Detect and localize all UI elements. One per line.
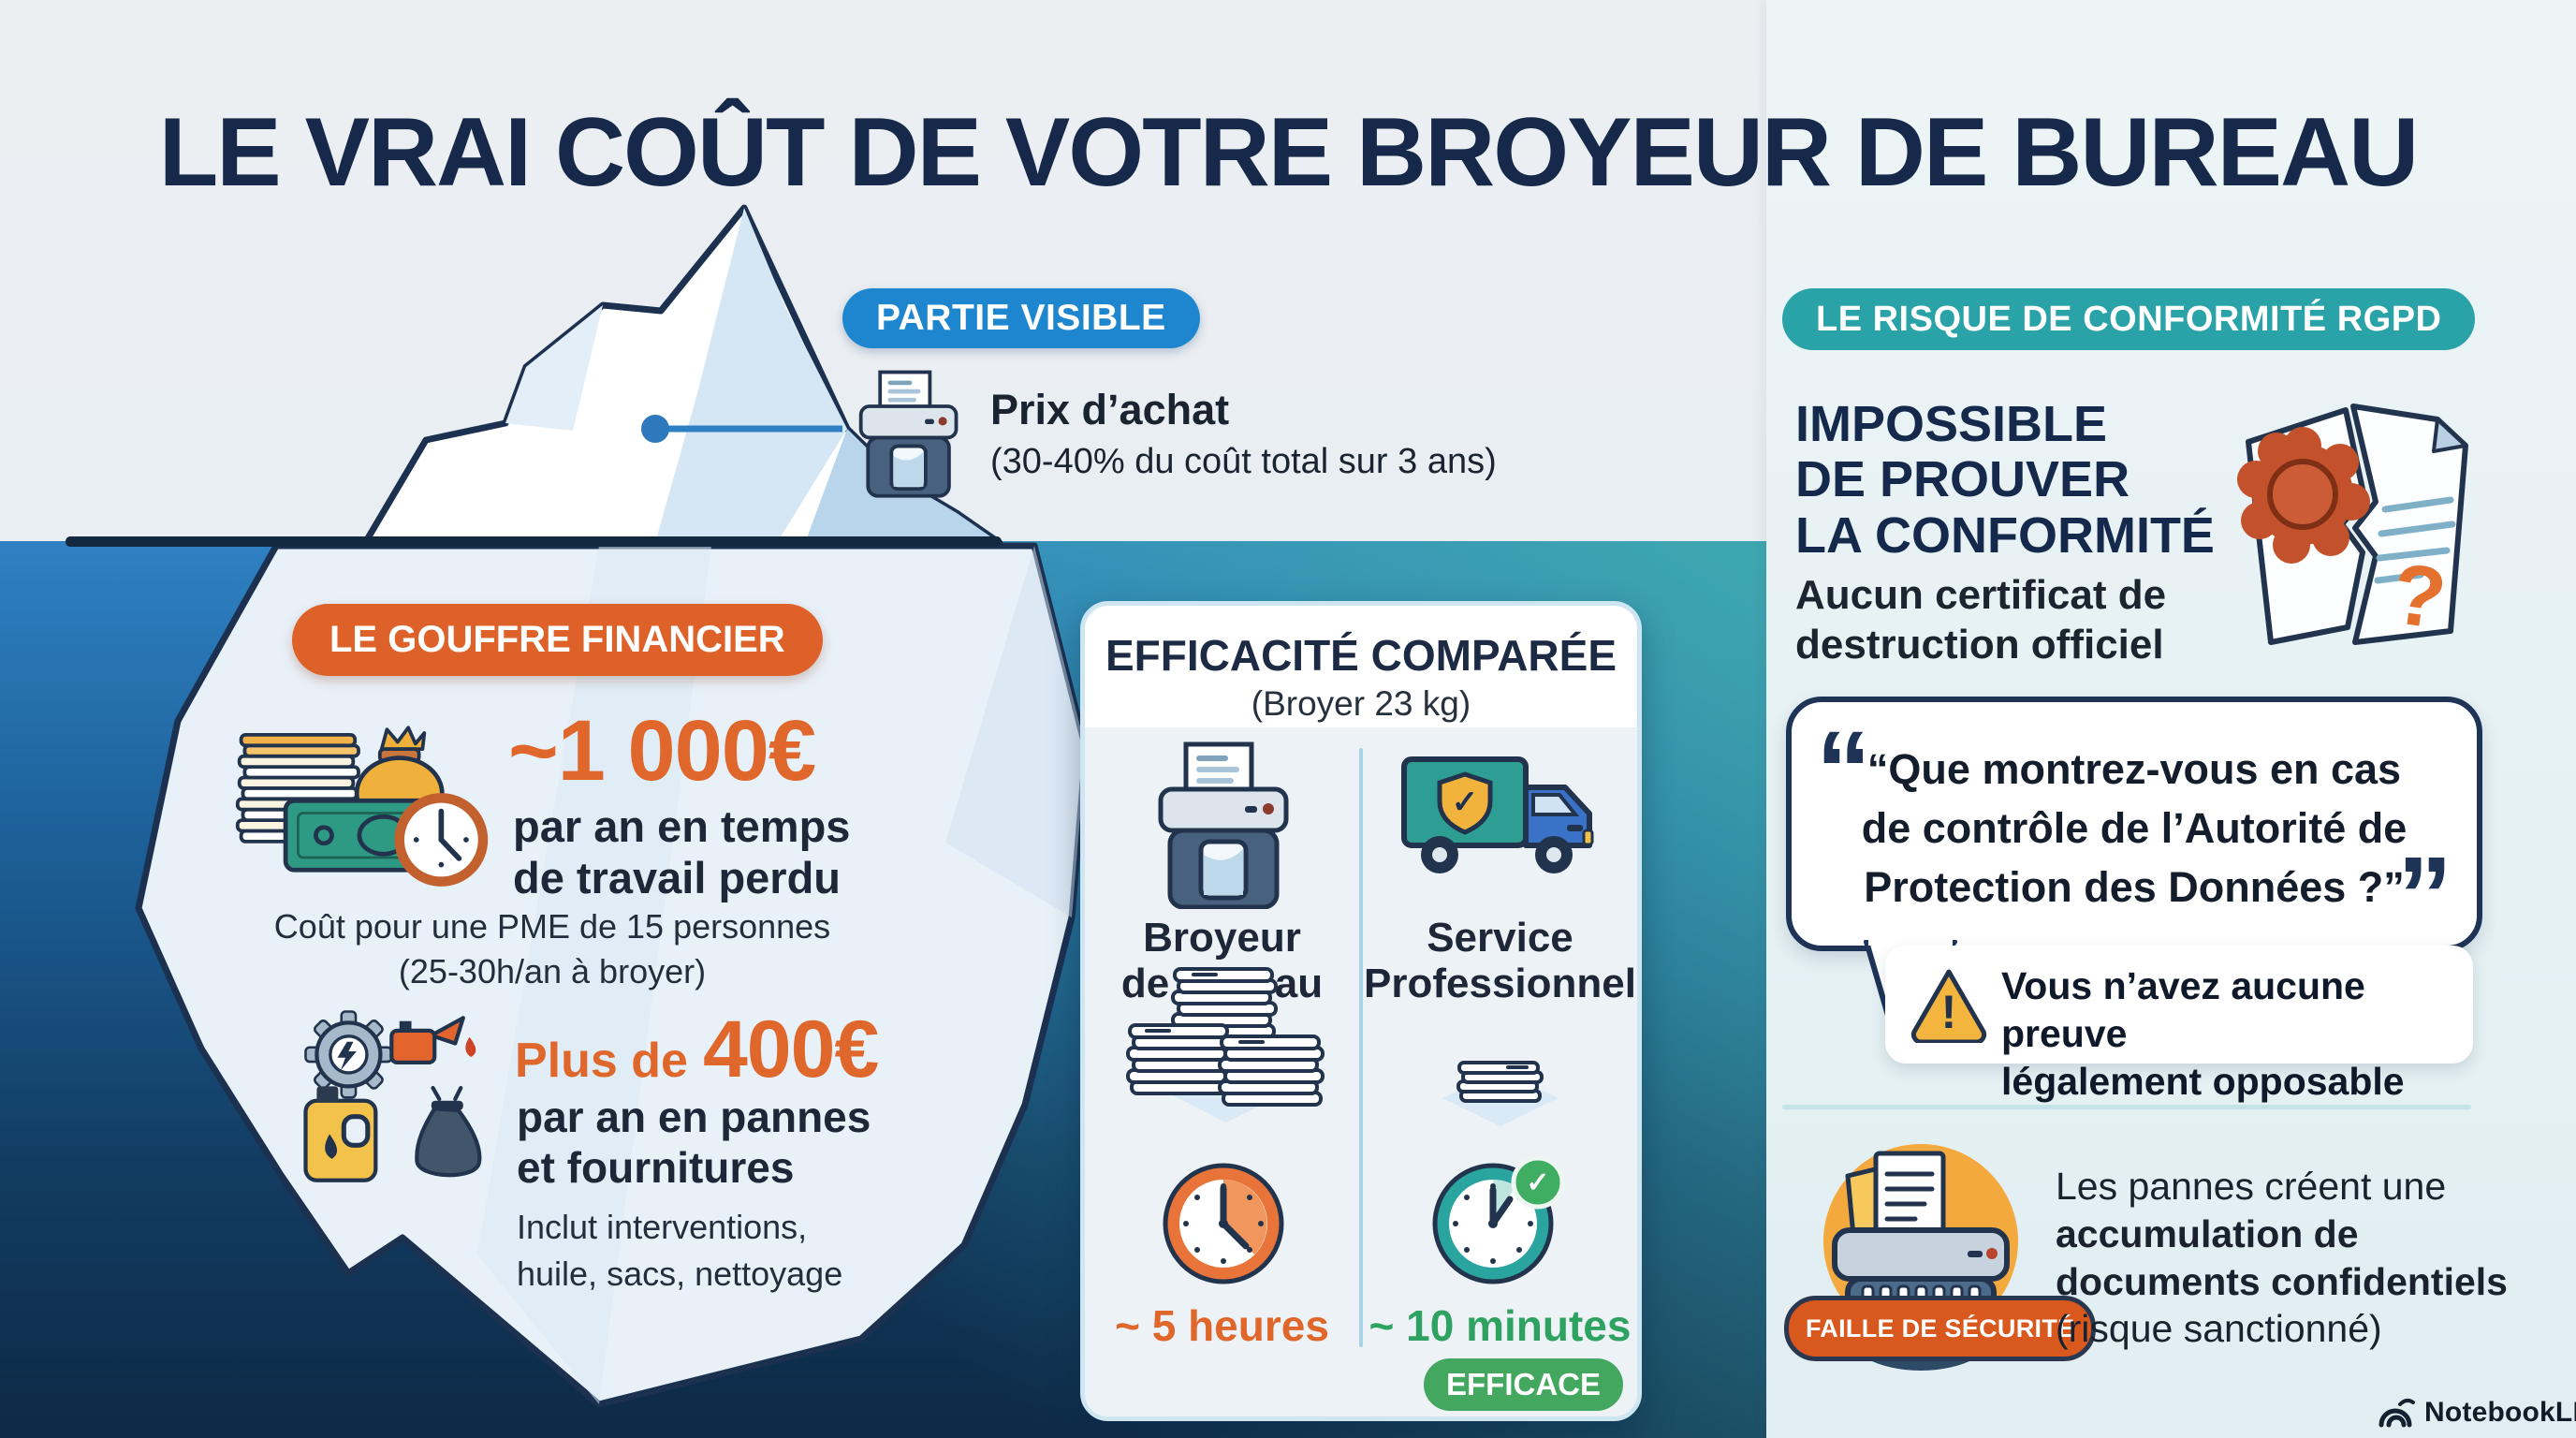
panel-divider xyxy=(1782,1105,2471,1109)
warning-triangle-icon: ! xyxy=(1910,969,1987,1043)
waterline xyxy=(66,536,1002,547)
efficiency-card-body: ✓ Broyeur de Bureau Service Professionne… xyxy=(1085,727,1637,1416)
notebooklm-watermark: NotebookLM xyxy=(2378,1397,2576,1429)
cost2-value-line: Plus de 400€ xyxy=(515,1004,879,1096)
clock-check-icon: ✓ xyxy=(1526,1167,1549,1198)
cost1-value: ~1 000€ xyxy=(508,703,816,799)
cost2-note: Inclut interventions, huile, sacs, netto… xyxy=(517,1208,843,1294)
breakdown-line-4: (risque sanctionné) xyxy=(2056,1307,2382,1351)
shield-check-icon: ✓ xyxy=(1452,785,1479,820)
quote-bubble: “ “Que montrez-vous en cas de contrôle d… xyxy=(1786,697,2482,1021)
card-divider xyxy=(1359,748,1363,1347)
financial-pit-badge: LE GOUFFRE FINANCIER xyxy=(292,604,823,676)
service-truck-icon: ✓ xyxy=(1401,756,1594,873)
breakdown-line-3: documents confidentiels xyxy=(2056,1259,2508,1303)
cost2-label: par an en pannes et fournitures xyxy=(517,1093,871,1193)
notebooklm-logo-icon xyxy=(2378,1398,2415,1428)
rgpd-badge: LE RISQUE DE CONFORMITÉ RGPD xyxy=(1782,288,2476,350)
security-breach-badge: FAILLE DE SÉCURITÉ xyxy=(1784,1296,2097,1361)
small-paper-stack-icon xyxy=(1442,1061,1559,1126)
callout-dot xyxy=(641,415,669,443)
cost1-label: par an en temps de travail perdu xyxy=(513,801,851,902)
maintenance-icon xyxy=(303,1010,482,1182)
office-shredder-icon xyxy=(1158,741,1289,909)
efficiency-card-subtitle: (Broyer 23 kg) xyxy=(1251,684,1471,723)
cost1-note: Coût pour une PME de 15 personnes (25-30… xyxy=(273,907,831,990)
quote-open-icon: “ xyxy=(1816,709,1871,832)
exclamation-icon: ! xyxy=(1941,986,1957,1038)
breakdown-line-2: accumulation de xyxy=(2056,1211,2359,1255)
warning-box: ! Vous n’avez aucune preuve légalement o… xyxy=(1885,946,2473,1103)
right-time-value: ~ 10 minutes xyxy=(1368,1301,1632,1350)
page-title: LE VRAI COÛT DE VOTRE BROYEUR DE BUREAU xyxy=(158,98,2419,207)
warning-text: Vous n’avez aucune preuve légalement opp… xyxy=(2001,964,2405,1103)
visible-part-badge: PARTIE VISIBLE xyxy=(842,288,1200,348)
big-paper-stacks-icon xyxy=(1126,967,1325,1123)
purchase-price-subtitle: (30-40% du coût total sur 3 ans) xyxy=(990,442,1497,481)
cost2-prefix: Plus de xyxy=(515,1034,688,1088)
left-time-value: ~ 5 heures xyxy=(1115,1301,1329,1350)
cost2-value: 400€ xyxy=(702,1005,879,1094)
efficiency-card-title: EFFICACITÉ COMPARÉE xyxy=(1105,631,1617,680)
breakdown-line-1: Les pannes créent une xyxy=(2056,1165,2447,1208)
clock-10min-icon: ✓ xyxy=(1432,1156,1565,1284)
notebooklm-label: NotebookLM xyxy=(2424,1397,2576,1428)
efficiency-card: EFFICACITÉ COMPARÉE (Broyer 23 kg) xyxy=(1080,601,1642,1421)
purchase-price-block: Prix d’achat (30-40% du coût total sur 3… xyxy=(990,386,1571,482)
rgpd-subheadline: Aucun certificat de destruction officiel xyxy=(1795,572,2167,668)
money-time-icon xyxy=(235,726,489,887)
efficace-badge: EFFICACE xyxy=(1424,1358,1623,1411)
breakdown-consequence-text: Les pannes créent une accumulation de do… xyxy=(2056,1163,2508,1353)
rgpd-headline: IMPOSSIBLE DE PROUVER LA CONFORMITÉ xyxy=(1795,396,2215,564)
right-column-label: Service Professionnel xyxy=(1364,915,1636,1007)
clock-5h-icon xyxy=(1163,1163,1284,1284)
wax-seal-icon xyxy=(2237,427,2370,564)
broken-certificate-icon: ? xyxy=(2237,404,2468,648)
quote-text: “Que montrez-vous en cas de contrôle de … xyxy=(1861,745,2408,911)
quote-close-icon: ” xyxy=(2397,834,2452,958)
purchase-price-title: Prix d’achat xyxy=(990,386,1230,433)
